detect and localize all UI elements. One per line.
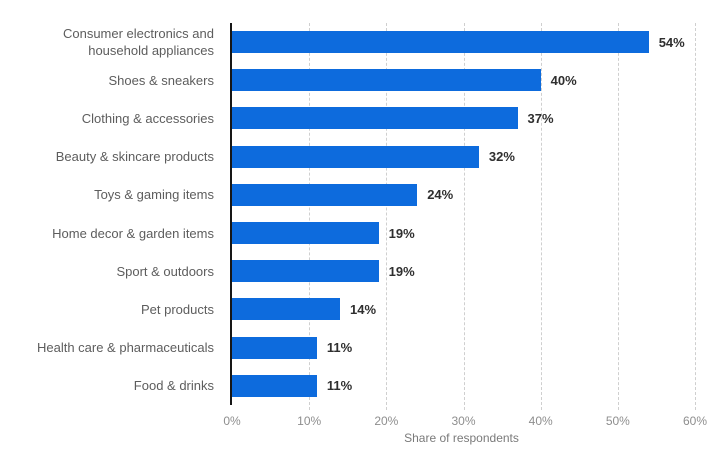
category-label: Consumer electronics and household appli… (62, 26, 214, 59)
gridline (463, 23, 465, 410)
category-label: Home decor & garden items (52, 225, 214, 241)
value-label: 19% (388, 263, 415, 279)
x-tick-label: 60% (682, 414, 708, 428)
x-tick-label: 50% (605, 414, 630, 428)
value-label: 11% (326, 378, 353, 394)
bar-row: 40% (232, 61, 695, 99)
plot-area: 0% 10% 20% 30% 40% 50% 60% 54% 40% 37% 32% 24% 19% 19… (223, 23, 707, 428)
bar (232, 107, 518, 130)
category-label: Toys & gaming items (94, 187, 214, 203)
category-label: Health care & pharmaceuticals (36, 340, 214, 356)
bar-row: 32% (232, 138, 695, 176)
gridline (695, 23, 696, 410)
category-label: Food & drinks (133, 378, 214, 394)
bar (232, 31, 649, 54)
category-label: Clothing & accessories (81, 110, 214, 126)
value-label: 14% (350, 301, 377, 317)
bar-row: 54% (232, 23, 695, 61)
category-label: Sport & outdoors (116, 263, 214, 279)
bar-row: 19% (232, 252, 695, 290)
bar (232, 336, 317, 359)
value-label: 54% (658, 34, 685, 50)
bar-row: 19% (232, 214, 695, 252)
category-label: Beauty & skincare products (55, 149, 214, 165)
bar (232, 69, 541, 92)
bar (232, 298, 341, 321)
gridline (386, 23, 388, 410)
value-label: 32% (488, 149, 515, 165)
x-tick-label: 40% (528, 414, 553, 428)
x-tick-label: 0% (223, 414, 241, 428)
bar (232, 145, 479, 168)
bar-row: 37% (232, 99, 695, 137)
bar-row: 11% (232, 329, 695, 367)
bar (232, 260, 379, 283)
bar (232, 374, 317, 397)
category-label: Shoes & sneakers (108, 72, 214, 88)
value-label: 24% (427, 187, 454, 203)
gridline (309, 23, 311, 410)
value-label: 19% (388, 225, 415, 241)
bar-row: 11% (232, 367, 695, 405)
bar (232, 222, 379, 245)
bar-row: 14% (232, 290, 695, 328)
value-label: 37% (527, 110, 554, 126)
bar-row: 24% (232, 176, 695, 214)
x-tick-label: 20% (374, 414, 399, 428)
gridline (540, 23, 542, 410)
bar (232, 183, 418, 206)
x-tick-label: 10% (297, 414, 322, 428)
x-tick-label: 30% (451, 414, 476, 428)
value-label: 40% (550, 72, 577, 88)
category-label: Pet products (141, 301, 214, 317)
x-axis-label: Share of respondents (404, 431, 519, 445)
value-label: 11% (326, 340, 353, 356)
gridline (617, 23, 619, 410)
category-labels: Consumer electronics and household appli… (0, 23, 222, 405)
